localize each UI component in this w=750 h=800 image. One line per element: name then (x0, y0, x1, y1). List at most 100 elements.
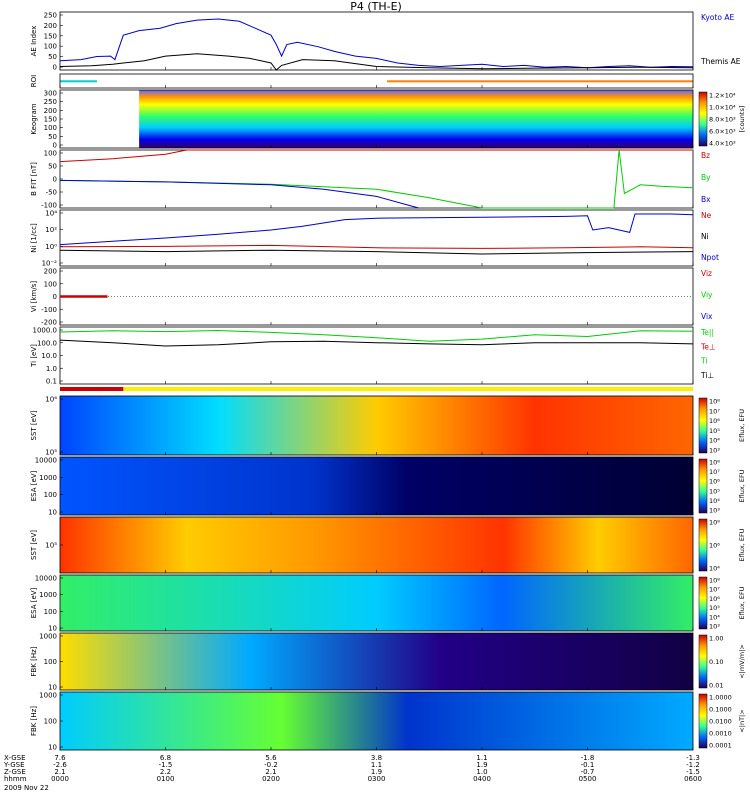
fbk1-ytick: 10 (48, 684, 57, 692)
esa2-spectrogram (60, 575, 693, 631)
esa2-colorbar-tick: 10⁵ (709, 604, 720, 612)
axis-cell: 0600 (684, 775, 702, 783)
panel-velocity: Vi [km/s] 200 100 0 -100 -200 Viz Viy Vix (30, 268, 713, 327)
esa1-ylabel: ESA [eV] (30, 470, 38, 501)
velocity-ytick: 200 (44, 268, 57, 276)
keogram-colorbar-tick: 8.0×10³ (709, 116, 736, 124)
sst1-colorbar-tick: 10⁵ (709, 427, 720, 435)
density-ytick: 10² (45, 226, 57, 234)
panel-fbk2: FBK [Hz]1000 100 10 1.0000 0.1000 0.0100 0.001… (30, 692, 746, 752)
panel-density: Ni [1/cc] 10⁴ 10² 10⁰ 10⁻² Ne Ni Npot (30, 210, 719, 268)
sst1-colorbar-tick: 10⁷ (709, 407, 720, 415)
sst2-colorbar-tick: 10⁸ (709, 519, 720, 527)
ae-ytick: 200 (44, 22, 57, 30)
fbk2-colorbar-tick: 0.1000 (709, 706, 732, 714)
esa2-ylabel: ESA [eV] (30, 587, 38, 618)
figure-title: P4 (TH-E) (350, 0, 402, 13)
esa2-colorbar-tick: 10³ (709, 623, 720, 631)
axis-cell: 7.6 (54, 754, 66, 762)
panel-sst2: SST [eV] 10⁵ 10⁸ 10⁶ 10⁴ Eflux, EFU (30, 516, 746, 574)
fbk2-ytick: 100 (44, 718, 57, 726)
fbk1-colorbar (698, 634, 708, 689)
density-legend-2: Npot (701, 253, 719, 262)
axis-cell: 6.8 (160, 754, 171, 762)
sst1-colorbar-tick: 10⁴ (709, 437, 720, 445)
ae-ytick: 100 (44, 43, 57, 51)
esa2-colorbar-tick: 10⁷ (709, 586, 720, 594)
velocity-ytick: -100 (41, 306, 57, 314)
fbk2-colorbar-tick: 0.0001 (709, 742, 732, 750)
fbk1-ytick: 1000 (39, 633, 57, 641)
axis-cell: -1.3 (686, 754, 700, 762)
esa2-colorbar-label: Eflux, EFU (738, 586, 746, 619)
density-ytick: 10⁻² (42, 260, 58, 268)
fbk1-colorbar-tick: 1.00 (709, 635, 723, 643)
esa1-colorbar-tick: 10⁶ (709, 478, 720, 486)
sst2-colorbar-tick: 10⁶ (709, 542, 720, 550)
esa2-colorbar-tick: 10⁴ (709, 613, 720, 621)
fbk1-ytick: 100 (44, 658, 57, 666)
temperature-series-3 (59, 339, 694, 347)
ae-ytick: 150 (44, 32, 57, 40)
axis-cell: -0.1 (581, 761, 595, 769)
temperature-legend-3: Ti⊥ (700, 371, 714, 380)
bfield-series-1 (59, 149, 694, 209)
temperature-ytick: 1000.0 (33, 327, 58, 335)
axis-cell: 0100 (157, 775, 175, 783)
keogram-colorbar-tick: 1.2×10⁴ (709, 92, 736, 100)
panel-bfield: B FIT [nT] 100 50 0 -50 -100 Bz By Bx (30, 149, 711, 210)
keogram-ylabel: Keogram (30, 103, 38, 134)
axis-cell: -0.2 (264, 761, 278, 769)
fbk2-colorbar-tick: 0.0100 (709, 718, 732, 726)
bfield-ytick: 50 (48, 163, 57, 171)
esa1-ytick: 10 (48, 509, 57, 517)
roi-segment-1 (387, 80, 693, 83)
roi-ylabel: ROI (30, 75, 38, 87)
sst2-spectrogram (60, 517, 693, 573)
keogram-ytick: 100 (44, 124, 57, 132)
temperature-legend-0: Te|| (700, 328, 714, 337)
axis-cell: 0300 (368, 775, 386, 783)
velocity-legend-0: Viz (701, 269, 712, 278)
axis-cell: 0400 (473, 775, 491, 783)
density-ylabel: Ni [1/cc] (30, 223, 38, 253)
flag-bar-red (60, 387, 124, 391)
panel-roi: ROI (30, 73, 694, 89)
axis-row-label: Z-GSE (4, 768, 26, 776)
ae-ytick: 250 (44, 12, 57, 20)
bfield-ytick: -100 (41, 202, 57, 210)
keogram-colorbar-label: [counts] (738, 106, 746, 133)
sst2-colorbar-tick: 10⁴ (709, 565, 720, 573)
temperature-ylabel: Ti [eV] (30, 344, 38, 368)
axis-cell: 1.1 (476, 754, 487, 762)
esa1-ytick: 1000 (39, 474, 57, 482)
bfield-legend-1: By (701, 173, 711, 182)
ae-legend-1: Themis AE (700, 57, 741, 66)
bfield-ylabel: B FIT [nT] (30, 162, 38, 196)
axis-cell: -1.5 (686, 768, 700, 776)
axis-cell: -0.7 (581, 768, 595, 776)
axis-cell: 2.1 (265, 768, 276, 776)
fbk1-spectrogram (60, 633, 693, 690)
temperature-legend-2: Ti (700, 357, 707, 366)
temperature-ytick: 1.0 (46, 365, 57, 373)
esa2-colorbar-tick: 10⁶ (709, 595, 720, 603)
velocity-ytick: 0 (53, 293, 57, 301)
fbk2-ylabel: FBK [Hz] (30, 706, 38, 736)
sst1-ylabel: SST [eV] (30, 410, 38, 440)
velocity-ylabel: Vi [km/s] (30, 281, 38, 312)
axis-cell: 5.6 (265, 754, 277, 762)
bfield-legend-2: Bx (701, 195, 711, 204)
bfield-ytick: -50 (46, 189, 57, 197)
sst1-colorbar-tick: 10³ (709, 447, 720, 455)
sst1-colorbar-tick: 10⁶ (709, 417, 720, 425)
fbk2-ytick: 10 (48, 744, 57, 752)
density-legend-0: Ne (701, 211, 712, 220)
keogram-colorbar-tick: 4.0×10³ (709, 140, 736, 148)
ae-frame (59, 11, 694, 71)
bfield-series-2 (59, 179, 419, 209)
